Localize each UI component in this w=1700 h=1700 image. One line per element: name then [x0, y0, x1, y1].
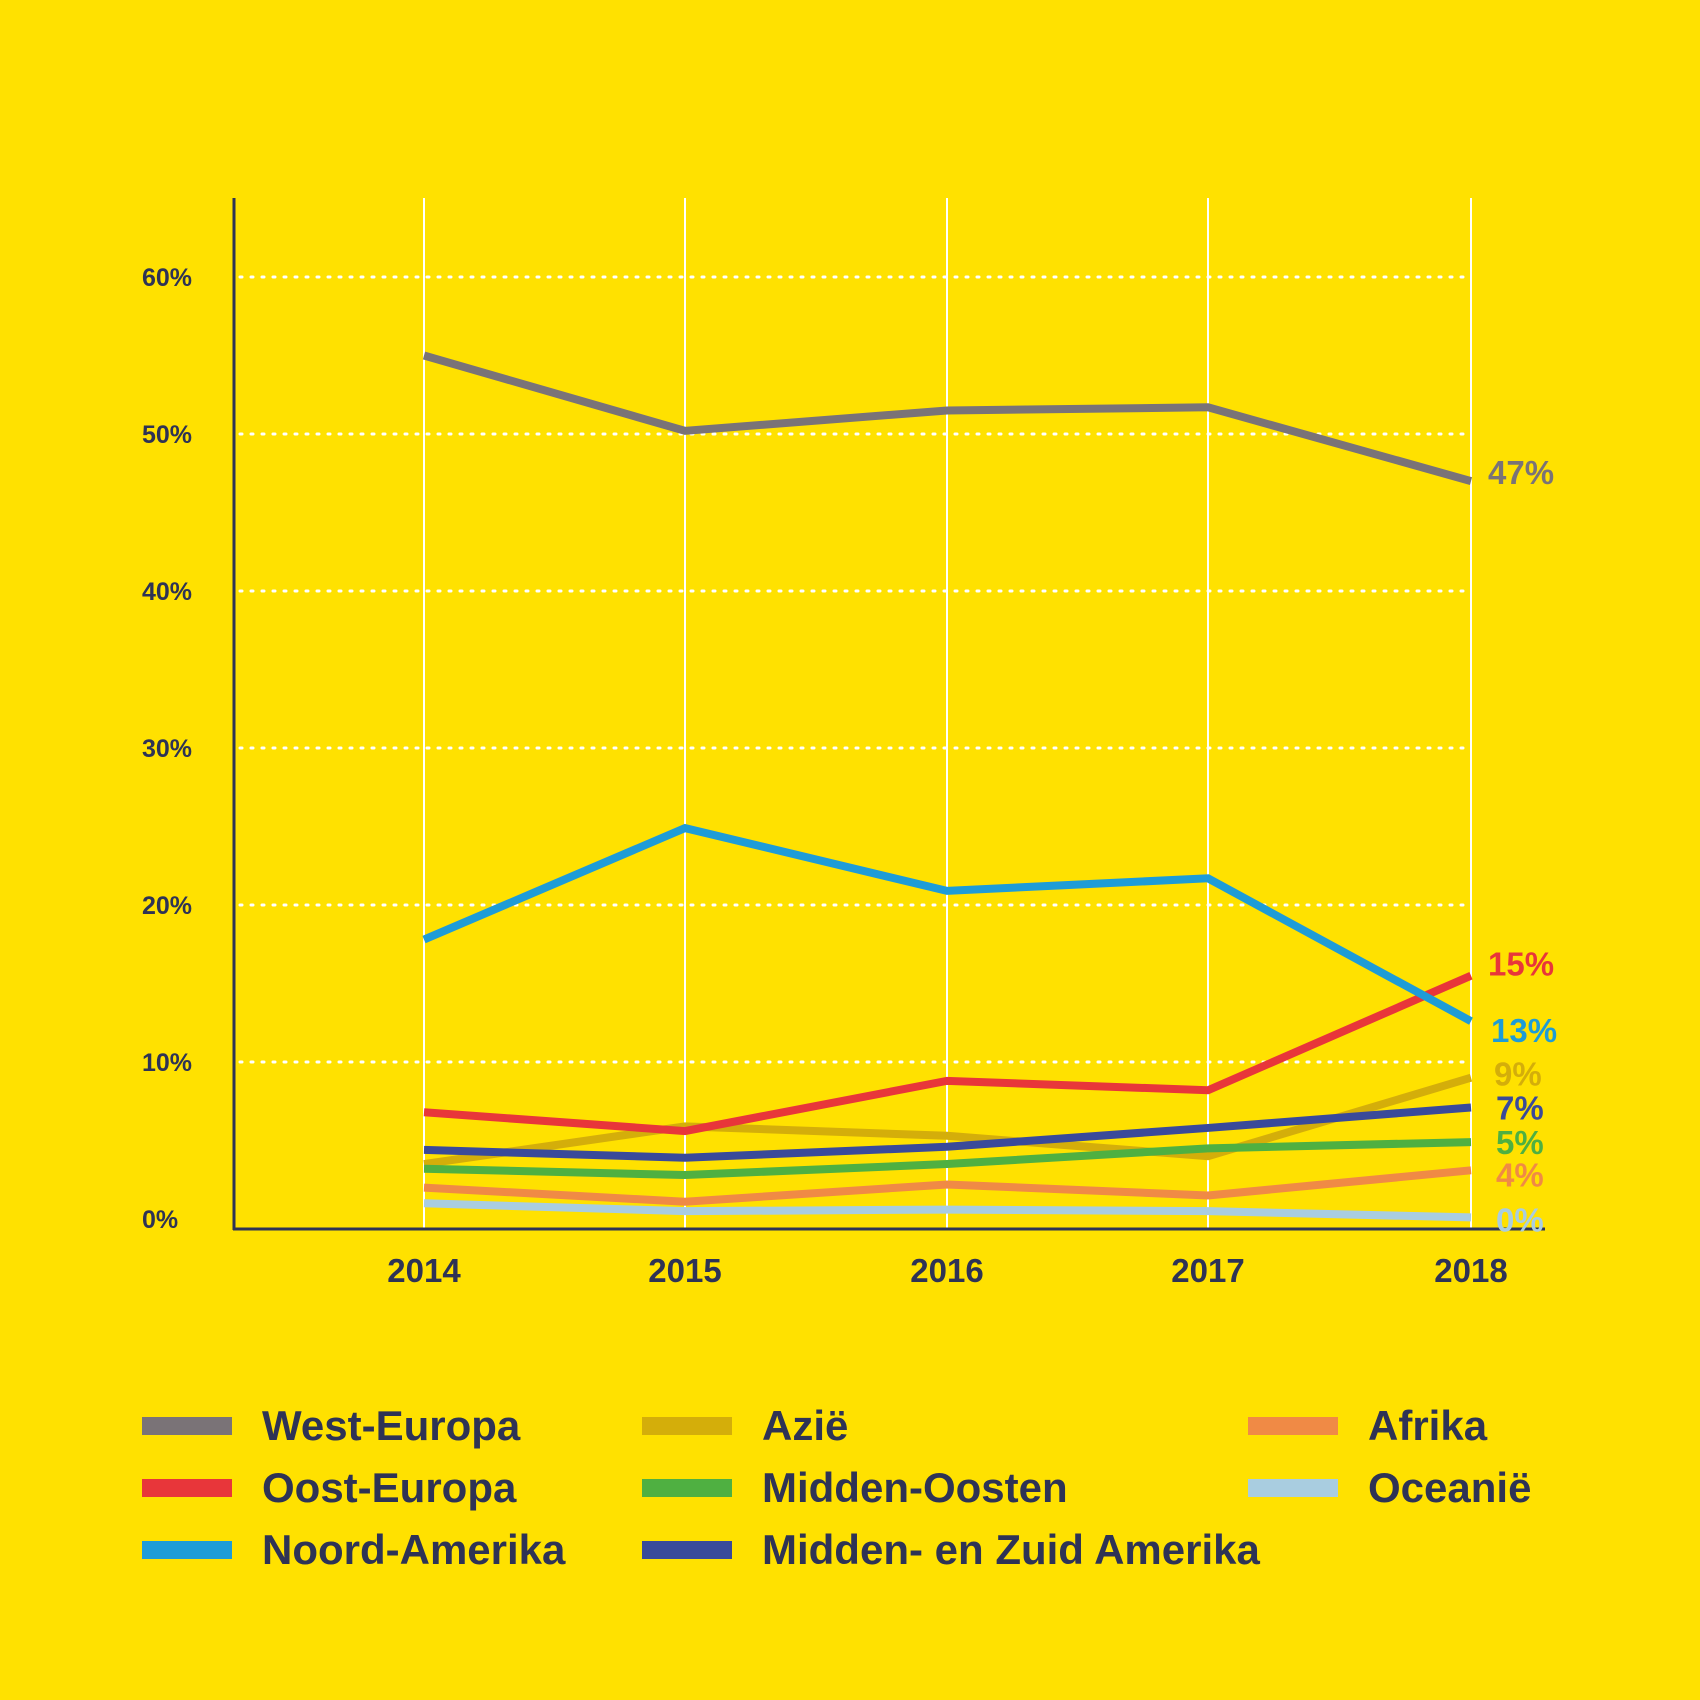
series-end-label: 5%: [1496, 1124, 1544, 1161]
series-line: [423, 1199, 1472, 1222]
series-line: [423, 1166, 1472, 1206]
series-end-label: 13%: [1491, 1012, 1557, 1049]
legend-swatch: [642, 1541, 732, 1559]
legend-swatch: [642, 1479, 732, 1497]
series-end-label: 4%: [1496, 1156, 1544, 1193]
legend: West-Europa Oost-Europa Noord-Amerika Azië M…: [142, 1400, 1642, 1600]
series-line: [422, 351, 1473, 485]
y-tick-label: 60%: [142, 264, 192, 292]
y-tick-label: 50%: [142, 421, 192, 449]
legend-item: Midden- en Zuid Amerika: [642, 1524, 1260, 1576]
legend-label: Midden- en Zuid Amerika: [762, 1526, 1260, 1573]
legend-item: Afrika: [1248, 1400, 1487, 1452]
series-end-label: 15%: [1488, 946, 1554, 983]
y-tick-label: 10%: [142, 1049, 192, 1077]
series-line: [423, 1103, 1472, 1162]
y-tick-label: 40%: [142, 578, 192, 606]
legend-swatch: [1248, 1417, 1338, 1435]
legend-label: Azië: [762, 1402, 849, 1449]
series-end-label: 47%: [1488, 454, 1554, 491]
legend-label: Oost-Europa: [262, 1464, 517, 1511]
legend-item: Oost-Europa: [142, 1462, 516, 1514]
legend-label: Oceanië: [1368, 1464, 1532, 1511]
legend-item: West-Europa: [142, 1400, 520, 1452]
legend-swatch: [642, 1417, 732, 1435]
legend-item: Noord-Amerika: [142, 1524, 565, 1576]
x-tick-label: 2016: [910, 1252, 983, 1289]
legend-item: Midden-Oosten: [642, 1462, 1068, 1514]
legend-label: Noord-Amerika: [262, 1526, 566, 1573]
legend-swatch: [142, 1541, 232, 1559]
x-tick-label: 2017: [1171, 1252, 1244, 1289]
series-line: [423, 1138, 1472, 1180]
legend-swatch: [1248, 1479, 1338, 1497]
legend-item: Azië: [642, 1400, 848, 1452]
legend-swatch: [142, 1417, 232, 1435]
legend-label: Midden-Oosten: [762, 1464, 1068, 1511]
series-line: [422, 823, 1473, 1025]
y-tick-label: 30%: [142, 735, 192, 763]
series-end-label: 9%: [1494, 1056, 1542, 1093]
x-tick-label: 2014: [387, 1252, 461, 1289]
legend-swatch: [142, 1479, 232, 1497]
y-tick-label: 0%: [142, 1206, 178, 1234]
x-tick-label: 2015: [648, 1252, 721, 1289]
legend-label: Afrika: [1368, 1402, 1488, 1449]
series-line: [423, 971, 1473, 1136]
series-end-label: 0%: [1496, 1201, 1544, 1238]
x-tick-label: 2018: [1434, 1252, 1507, 1289]
legend-label: West-Europa: [262, 1402, 521, 1449]
legend-item: Oceanië: [1248, 1462, 1531, 1514]
series-line: [423, 1073, 1473, 1169]
series-end-label: 7%: [1496, 1090, 1544, 1127]
y-tick-label: 20%: [142, 892, 192, 920]
